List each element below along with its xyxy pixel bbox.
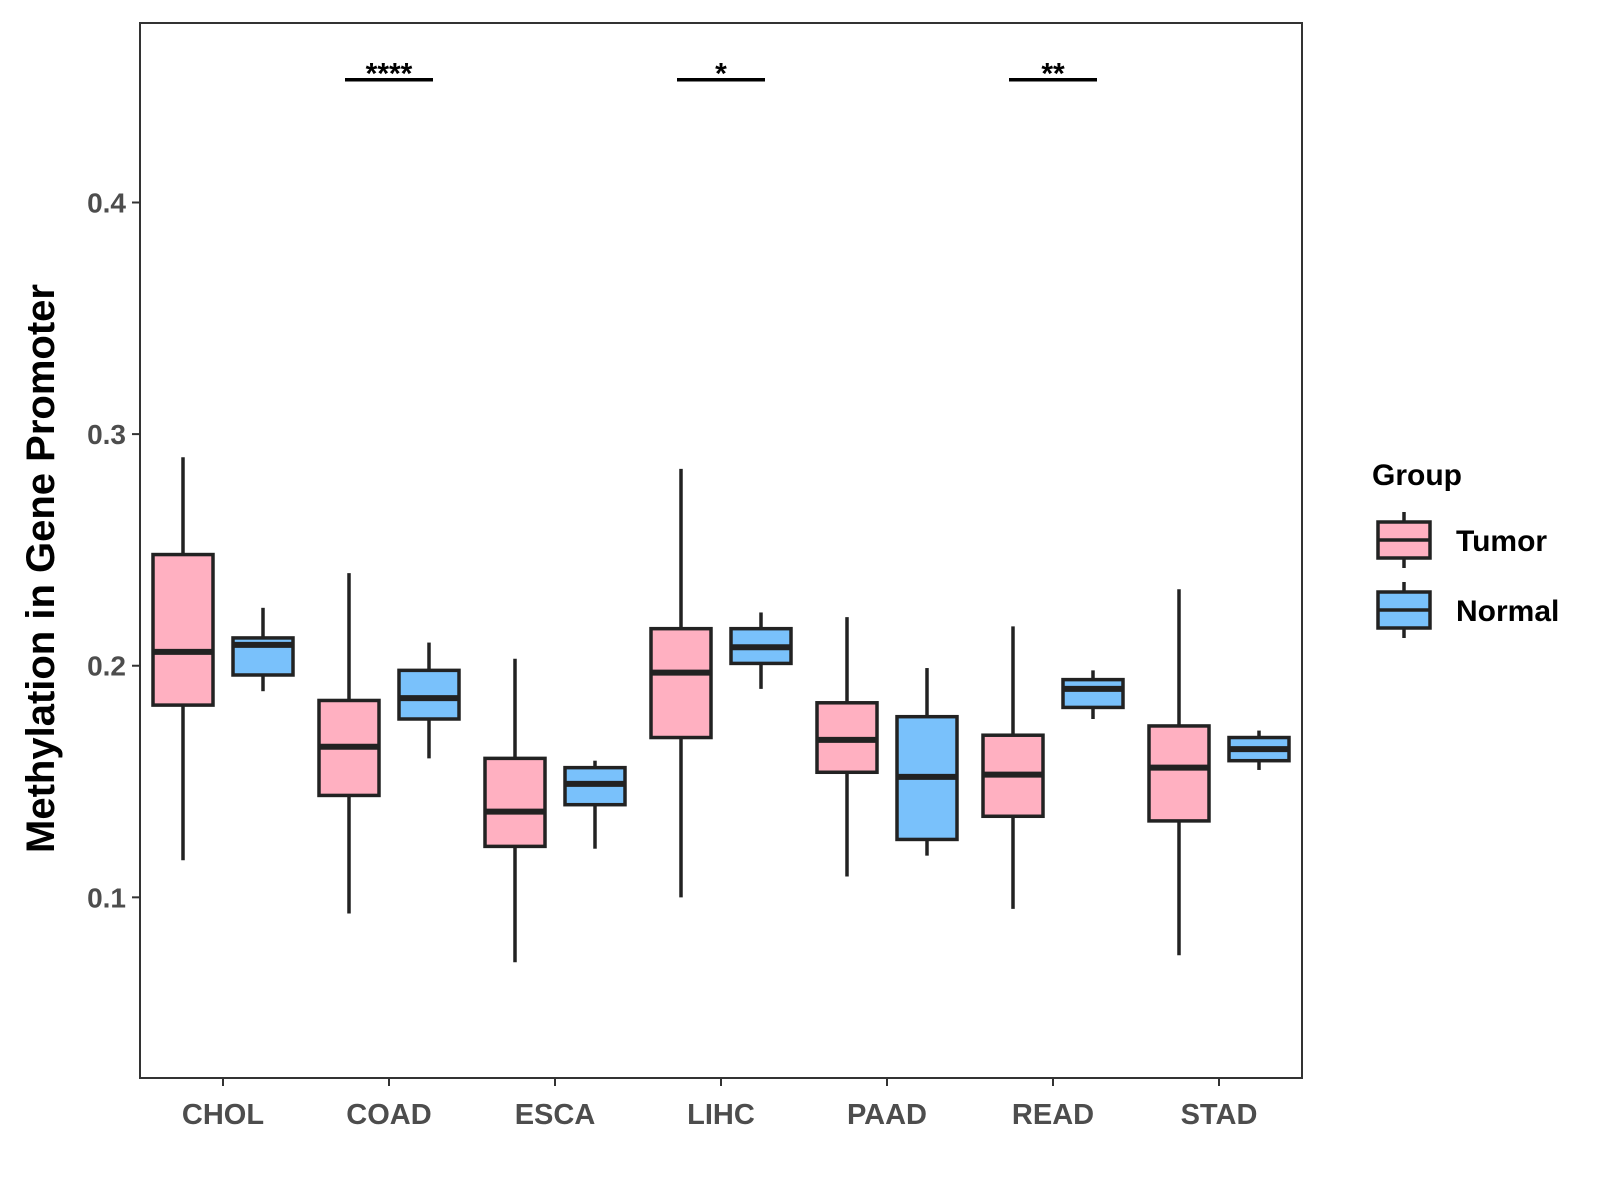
legend-title: Group bbox=[1372, 459, 1462, 492]
box-normal-esca bbox=[563, 760, 627, 849]
box-tumor-stad bbox=[1147, 589, 1211, 956]
box-normal-stad bbox=[1227, 730, 1291, 770]
box-tumor-lihc bbox=[649, 468, 713, 898]
chart-marks: **** * ** bbox=[151, 58, 1291, 963]
box-tumor-read bbox=[981, 626, 1045, 909]
box-tumor-chol bbox=[151, 457, 215, 861]
legend-label-normal: Normal bbox=[1456, 595, 1559, 628]
box-normal-coad bbox=[397, 642, 461, 759]
y-tick-label: 0.2 bbox=[87, 651, 126, 682]
box-body bbox=[483, 756, 547, 849]
x-tick-label-lihc: LIHC bbox=[687, 1099, 755, 1131]
box-body bbox=[1061, 677, 1125, 710]
x-tick-label-coad: COAD bbox=[346, 1099, 431, 1131]
significance-label-coad: **** bbox=[366, 58, 413, 91]
box-normal-chol bbox=[231, 607, 295, 692]
y-tick-label: 0.1 bbox=[87, 882, 126, 913]
box-tumor-esca bbox=[483, 658, 547, 963]
x-tick-label-paad: PAAD bbox=[847, 1099, 927, 1131]
significance-label-lihc: * bbox=[715, 58, 727, 91]
box-normal-paad bbox=[895, 668, 959, 856]
y-tick-label: 0.4 bbox=[87, 188, 126, 219]
x-tick-label-esca: ESCA bbox=[515, 1099, 596, 1131]
x-tick-label-read: READ bbox=[1012, 1099, 1094, 1131]
legend-key-normal bbox=[1376, 582, 1432, 638]
x-tick-label-stad: STAD bbox=[1181, 1099, 1258, 1131]
x-tick-label-chol: CHOL bbox=[182, 1099, 264, 1131]
y-tick-label: 0.3 bbox=[87, 419, 126, 450]
significance-label-read: ** bbox=[1041, 58, 1065, 91]
box-tumor-paad bbox=[815, 617, 879, 877]
box-tumor-coad bbox=[317, 573, 381, 914]
legend-key-tumor bbox=[1376, 512, 1432, 568]
box-body bbox=[1147, 724, 1211, 823]
box-normal-read bbox=[1061, 670, 1125, 719]
box-body bbox=[151, 552, 215, 707]
box-body bbox=[649, 626, 713, 740]
box-normal-lihc bbox=[729, 612, 793, 689]
box-body bbox=[397, 668, 461, 721]
legend: Group Tumor Normal bbox=[1372, 459, 1559, 638]
y-axis-label: Methylation in Gene Promoter bbox=[19, 284, 63, 853]
axes: 0.1 0.2 0.3 0.4 CHOL COAD ESCA LIHC PAAD READ STAD bbox=[87, 188, 1257, 1131]
legend-label-tumor: Tumor bbox=[1456, 525, 1547, 558]
